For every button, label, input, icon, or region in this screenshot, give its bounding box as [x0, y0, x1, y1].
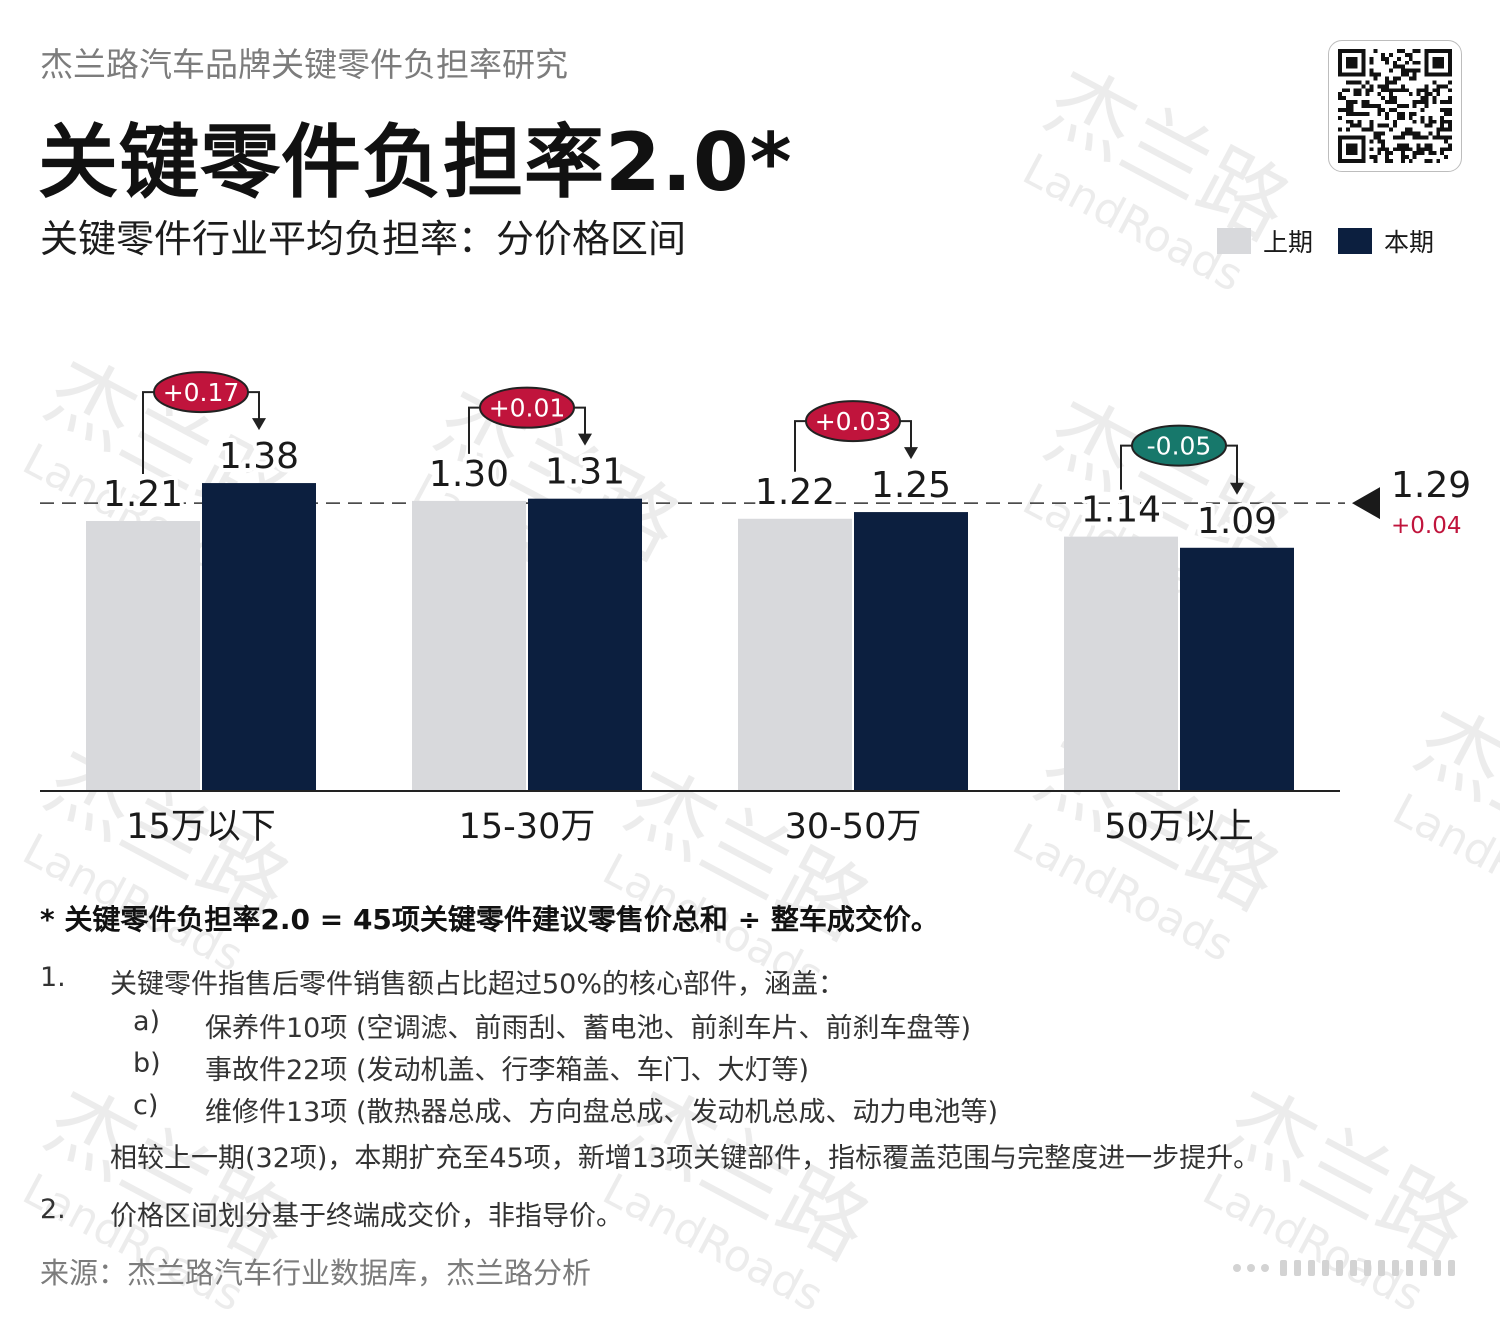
change-label-2: +0.03 — [815, 407, 892, 436]
note-b-label: b) — [133, 1048, 161, 1079]
category-label-1: 15-30万 — [459, 807, 596, 847]
change-pill-1 — [479, 386, 575, 429]
change-annotation-2: +0.03 — [794, 400, 918, 472]
change-pill-3 — [1131, 424, 1227, 467]
category-label-3: 50万以上 — [1104, 807, 1254, 847]
value-label-previous-1: 1.30 — [429, 454, 509, 495]
change-annotation-3: -0.05 — [1120, 424, 1244, 495]
bar-current-3 — [1180, 547, 1294, 791]
bar-current-1 — [528, 498, 642, 791]
report-supertitle: 杰兰路汽车品牌关键零件负担率研究 — [40, 45, 568, 84]
value-label-previous-0: 1.21 — [103, 474, 183, 515]
svg-text:LandRoads: LandRoads — [595, 1164, 831, 1322]
bar-previous-2 — [738, 518, 852, 791]
arrow-down-icon — [578, 433, 592, 446]
legend-item-previous: 上期 — [1217, 224, 1313, 258]
legend-swatch-previous — [1217, 228, 1251, 254]
value-label-current-3: 1.09 — [1197, 501, 1277, 542]
legend-label-current: 本期 — [1384, 228, 1435, 257]
note-a-text: 保养件10项 (空调滤、前雨刮、蓄电池、前刹车片、前刹车盘等) — [205, 1013, 972, 1044]
note-2-number: 2. — [40, 1194, 66, 1225]
bar-current-2 — [854, 512, 968, 791]
arrow-down-icon — [1230, 482, 1244, 495]
average-change-label: +0.04 — [1391, 513, 1461, 539]
note-1-extra: 相较上一期(32项)，本期扩充至45项，新增13项关键部件，指标覆盖范围与完整度… — [110, 1143, 1261, 1174]
note-2-text: 价格区间划分基于终端成交价，非指导价。 — [110, 1201, 623, 1232]
change-annotation-1: +0.01 — [468, 386, 592, 454]
bar-current-0 — [202, 483, 316, 791]
note-a-label: a) — [133, 1006, 161, 1037]
category-label-0: 15万以下 — [126, 807, 276, 847]
note-b-text: 事故件22项 (发动机盖、行李箱盖、车门、大灯等) — [205, 1055, 810, 1086]
legend-swatch-current — [1338, 228, 1372, 254]
note-1-text: 关键零件指售后零件销售额占比超过50%的核心部件，涵盖： — [110, 969, 846, 1000]
change-label-0: +0.17 — [163, 378, 240, 407]
change-annotation-0: +0.17 — [142, 371, 266, 474]
note-c-label: c) — [133, 1090, 159, 1121]
svg-text:LandRoads: LandRoads — [15, 1164, 251, 1322]
triangle-left-icon — [1352, 487, 1380, 520]
legend-label-previous: 上期 — [1263, 228, 1314, 257]
page-title: 关键零件负担率2.0* — [38, 116, 793, 209]
svg-text:LandRoads: LandRoads — [1195, 1164, 1431, 1322]
value-label-previous-2: 1.22 — [755, 472, 835, 513]
definition-footnote: * 关键零件负担率2.0 = 45项关键零件建议零售价总和 ÷ 整车成交价。 — [40, 903, 939, 936]
change-pill-2 — [805, 400, 901, 443]
note-c-text: 维修件13项 (散热器总成、方向盘总成、发动机总成、动力电池等) — [205, 1097, 999, 1128]
qr-code[interactable] — [1328, 40, 1462, 172]
average-value-label: 1.29 — [1391, 465, 1471, 506]
qr-code-icon — [1338, 49, 1452, 163]
change-label-1: +0.01 — [489, 394, 566, 423]
change-label-3: -0.05 — [1147, 432, 1212, 461]
value-label-current-1: 1.31 — [545, 452, 625, 493]
value-label-previous-3: 1.14 — [1081, 490, 1161, 531]
category-label-2: 30-50万 — [785, 807, 922, 847]
value-label-current-2: 1.25 — [871, 465, 951, 506]
footer-bars-decor — [1233, 1260, 1455, 1276]
bar-previous-3 — [1064, 536, 1178, 791]
arrow-down-icon — [904, 447, 918, 460]
legend-item-current: 本期 — [1338, 224, 1434, 258]
bar-previous-0 — [86, 521, 200, 791]
arrow-down-icon — [252, 418, 266, 431]
bar-previous-1 — [412, 500, 526, 791]
source-line: 来源：杰兰路汽车行业数据库，杰兰路分析 — [40, 1256, 592, 1290]
bar-chart: 1.21 1.38 1.30 1.31 1.22 1.25 1.14 1.09 +0.17 +0.… — [40, 371, 1471, 847]
value-label-current-0: 1.38 — [219, 436, 299, 477]
change-pill-0 — [153, 371, 249, 414]
note-1-number: 1. — [40, 962, 66, 993]
chart-subtitle: 关键零件行业平均负担率：分价格区间 — [40, 217, 687, 261]
